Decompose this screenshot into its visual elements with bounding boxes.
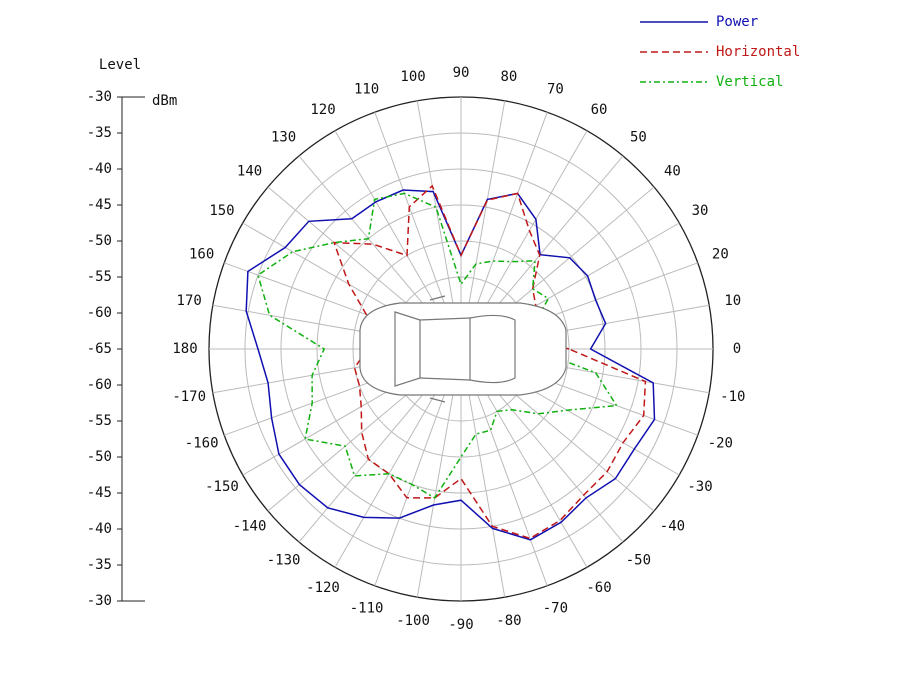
grid-spoke (466, 384, 506, 598)
angle-label: 0 (733, 341, 741, 357)
scale-label: -50 (87, 449, 112, 465)
grid-spoke (483, 376, 624, 543)
angle-label: 80 (500, 69, 517, 85)
scale-label: -40 (87, 161, 112, 177)
grid-spoke (466, 100, 506, 314)
scale-label: -55 (87, 269, 112, 285)
angle-label: -140 (233, 518, 267, 534)
angle-label: -130 (267, 552, 301, 568)
angle-label: -100 (396, 613, 430, 629)
angle-label: -60 (586, 580, 611, 596)
grid-spoke (483, 155, 624, 322)
angle-label: 150 (209, 203, 234, 219)
angle-label: -120 (306, 580, 340, 596)
scale-label: -60 (87, 377, 112, 393)
angle-label: -70 (543, 600, 568, 616)
angle-label: 60 (591, 102, 608, 118)
angle-label: -30 (687, 479, 712, 495)
angle-label: -160 (185, 435, 219, 451)
grid-spoke (478, 130, 588, 319)
angle-label: -20 (708, 435, 733, 451)
series-line (257, 192, 618, 499)
grid-spoke (334, 130, 444, 319)
angle-label: -170 (172, 389, 206, 405)
angle-label: -10 (720, 389, 745, 405)
series-line (245, 189, 656, 541)
angle-label: 40 (664, 164, 681, 180)
angle-label: -50 (626, 552, 651, 568)
scale-label: -45 (87, 485, 112, 501)
angle-label: 30 (692, 203, 709, 219)
scale-label: -40 (87, 521, 112, 537)
grid-spoke (416, 384, 456, 598)
angle-label: -80 (496, 613, 521, 629)
angle-label: 100 (400, 69, 425, 85)
angle-label: 130 (271, 130, 296, 146)
legend-label: Vertical (716, 74, 783, 90)
angle-label: -110 (350, 600, 384, 616)
legend-label: Horizontal (716, 44, 800, 60)
angle-label: 10 (724, 293, 741, 309)
scale-label: -55 (87, 413, 112, 429)
grid-spoke (374, 112, 450, 316)
angle-label: 170 (177, 293, 202, 309)
scale-label: -65 (87, 341, 112, 357)
angle-label: 90 (453, 65, 470, 81)
grid-spoke (416, 100, 456, 314)
angle-label: 70 (547, 82, 564, 98)
unit-label: dBm (152, 93, 177, 109)
angle-label: 110 (354, 82, 379, 98)
scale-label: -35 (87, 557, 112, 573)
angle-label: -150 (205, 479, 239, 495)
car (359, 295, 567, 403)
series-line (333, 184, 647, 540)
axis-label: Level (99, 57, 141, 73)
scale-label: -35 (87, 125, 112, 141)
scale-label: -50 (87, 233, 112, 249)
grid-spoke (472, 112, 548, 316)
angle-label: 50 (630, 130, 647, 146)
grid-spoke (472, 382, 548, 586)
scale-label: -60 (87, 305, 112, 321)
angle-label: 120 (310, 102, 335, 118)
angle-label: 20 (712, 247, 729, 263)
angle-label: 160 (189, 247, 214, 263)
scale-label: -30 (87, 89, 112, 105)
scale-label: -45 (87, 197, 112, 213)
angle-label: -40 (660, 518, 685, 534)
angle-label: 140 (237, 164, 262, 180)
scale-label: -30 (87, 593, 112, 609)
angle-label: 180 (172, 341, 197, 357)
angle-label: -90 (448, 617, 473, 633)
legend-label: Power (716, 14, 758, 30)
